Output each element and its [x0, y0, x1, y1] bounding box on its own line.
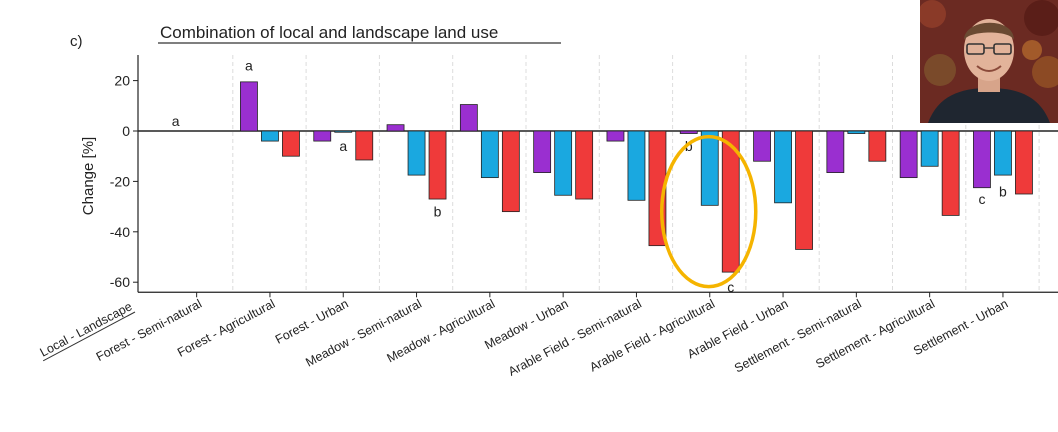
y-tick-label: -40 [110, 224, 130, 240]
highlight-ellipse [660, 134, 758, 289]
bar [386, 124, 405, 132]
bar [459, 104, 478, 132]
bar [973, 130, 991, 189]
bar [428, 130, 447, 200]
x-tick-label: Settlement - Agricultural [813, 297, 937, 372]
bar [774, 130, 792, 204]
speaker-photo [920, 0, 1058, 123]
bar [606, 130, 625, 142]
bar [721, 130, 740, 273]
bar [627, 130, 646, 201]
bar [282, 130, 300, 157]
bar [994, 130, 1012, 176]
bar [575, 130, 594, 200]
bar [795, 130, 813, 250]
bar [847, 130, 866, 134]
bar [240, 81, 258, 132]
bar [700, 130, 719, 206]
y-tick-label: 20 [114, 73, 130, 89]
bar [407, 130, 426, 176]
bar [334, 130, 353, 133]
bar [920, 130, 939, 167]
bar [826, 130, 845, 173]
bar [480, 130, 499, 179]
bar [261, 130, 279, 142]
significance-letter: a [172, 113, 180, 129]
bar [533, 130, 552, 173]
chart-title: Combination of local and landscape land … [160, 23, 498, 42]
y-axis-label: Change [%] [80, 137, 97, 215]
y-tick-label: -20 [110, 173, 130, 189]
bar [679, 130, 698, 134]
x-axis-label-underline [42, 311, 136, 362]
x-tick-label: Arable Field - Agricultural [587, 297, 717, 375]
significance-letter: a [339, 138, 347, 154]
x-tick-label: Settlement - Semi-natural [732, 297, 864, 376]
significance-letter: b [685, 138, 693, 154]
x-tick-label: Arable Field - Semi-natural [506, 297, 644, 379]
bar [868, 130, 887, 162]
bar [941, 130, 960, 216]
significance-letter: a [245, 57, 253, 73]
bar [501, 130, 520, 213]
bar [355, 130, 374, 161]
significance-letter: b [999, 183, 1007, 199]
significance-letter: c [978, 191, 985, 207]
bar [554, 130, 573, 196]
y-tick-label: 0 [122, 123, 130, 139]
y-tick-label: -60 [110, 274, 130, 290]
significance-letter: c [727, 279, 734, 295]
significance-letter: b [434, 204, 442, 220]
bar [753, 130, 771, 162]
bar [313, 130, 332, 142]
panel-label: c) [70, 33, 83, 50]
bar [899, 130, 918, 179]
bar [1015, 130, 1033, 195]
